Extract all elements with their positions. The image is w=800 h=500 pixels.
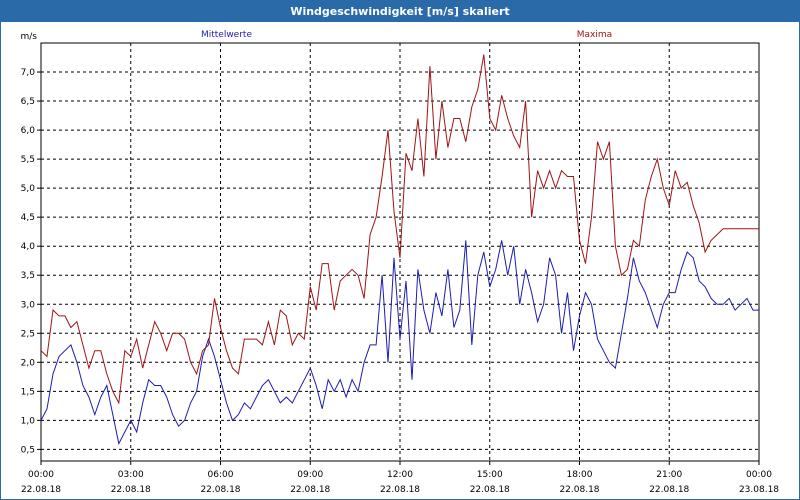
x-tick-time: 18:00 [567,470,593,480]
x-tick-time: 00:00 [746,470,772,480]
x-tick-date: 22.08.18 [649,485,689,495]
y-tick-label: 2,0 [21,358,36,368]
y-tick-label: 7,0 [21,68,36,78]
chart-canvas: 0,5 1,0 1,5 2,0 2,5 3,0 3,5 4,0 4,5 5,0 5,5 6,0 6,5 7… [21,30,780,495]
x-tick-time: 06:00 [208,470,234,480]
x-tick-date: 22.08.18 [111,485,151,495]
x-tick-time: 15:00 [477,470,503,480]
y-tick-label: 4,0 [21,242,36,252]
legend-entry-mittelwerte: Mittelwerte [201,30,252,40]
y-tick-label: 0,5 [21,445,35,455]
y-tick-label: 1,5 [21,387,35,397]
x-tick-date: 22.08.18 [200,485,240,495]
series-group [40,54,759,446]
x-tick-date: 22.08.18 [559,485,599,495]
x-tick-time: 12:00 [387,470,413,480]
x-tick-date: 22.08.18 [380,485,420,495]
series-line-maxima [40,54,759,405]
y-tick-label: 6,0 [21,126,36,136]
y-tick-label: 5,5 [21,155,35,165]
x-tick-time: 09:00 [297,470,323,480]
legend: Mittelwerte Maxima [201,30,612,40]
x-tick-date: 22.08.18 [21,485,61,495]
grid-lines [41,43,759,461]
x-tick-date: 22.08.18 [290,485,330,495]
y-tick-label: 4,5 [21,213,35,223]
x-tick-date: 22.08.18 [470,485,510,495]
series-line-mittelwerte [40,240,759,446]
y-axis-label: m/s [21,32,38,42]
y-axis-ticks: 0,5 1,0 1,5 2,0 2,5 3,0 3,5 4,0 4,5 5,0 5,5 6,0 6,5 7… [21,68,41,455]
window-title: Windgeschwindigkeit [m/s] skaliert [1,1,799,22]
y-tick-label: 2,5 [21,329,35,339]
x-axis-ticks: 00:00 22.08.18 03:00 22.08.18 06:00 22.08.18 0… [21,461,779,495]
y-tick-label: 1,0 [21,416,36,426]
x-tick-time: 21:00 [656,470,682,480]
x-tick-date: 23.08.18 [739,485,779,495]
y-tick-label: 3,5 [21,271,35,281]
x-tick-time: 03:00 [118,470,144,480]
x-tick-time: 00:00 [28,470,54,480]
legend-entry-maxima: Maxima [577,30,612,40]
y-tick-label: 5,0 [21,184,36,194]
y-tick-label: 6,5 [21,97,35,107]
y-tick-label: 3,0 [21,300,36,310]
